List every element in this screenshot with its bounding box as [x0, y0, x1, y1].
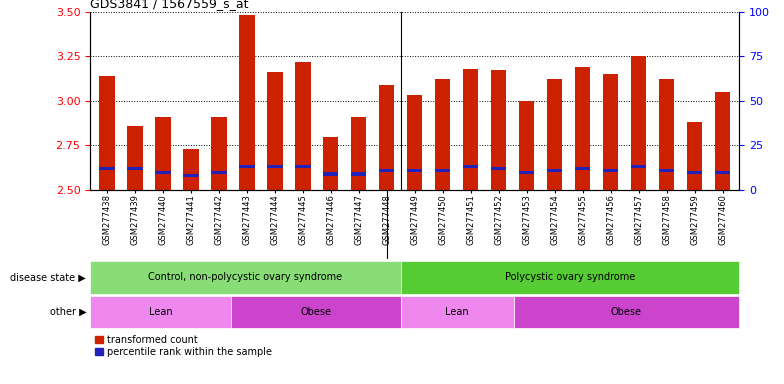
Bar — [183, 149, 198, 190]
Bar — [435, 79, 451, 190]
Bar — [401, 296, 514, 328]
Bar — [603, 169, 619, 172]
Bar — [90, 261, 401, 294]
Bar — [435, 169, 451, 172]
Bar — [351, 117, 366, 190]
Bar — [407, 169, 423, 172]
Bar — [547, 169, 562, 172]
Bar — [687, 122, 702, 190]
Bar — [239, 15, 255, 190]
Legend: transformed count, percentile rank within the sample: transformed count, percentile rank withi… — [95, 335, 272, 357]
Bar — [90, 296, 231, 328]
Bar — [659, 169, 674, 172]
Bar — [687, 170, 702, 174]
Bar — [659, 79, 674, 190]
Text: Lean: Lean — [445, 307, 469, 317]
Text: disease state ▶: disease state ▶ — [10, 272, 86, 283]
Bar — [715, 170, 730, 174]
Bar — [211, 170, 227, 174]
Bar — [519, 101, 535, 190]
Bar — [407, 96, 423, 190]
Bar — [401, 261, 739, 294]
Bar — [575, 67, 590, 190]
Bar — [100, 167, 114, 170]
Bar — [715, 92, 730, 190]
Bar — [575, 167, 590, 170]
Text: Obese: Obese — [611, 307, 642, 317]
Text: Control, non-polycystic ovary syndrome: Control, non-polycystic ovary syndrome — [148, 272, 343, 283]
Bar — [631, 56, 646, 190]
Bar — [519, 170, 535, 174]
Bar — [491, 70, 506, 190]
Bar — [211, 117, 227, 190]
Bar — [351, 172, 366, 175]
Bar — [183, 174, 198, 177]
Bar — [514, 296, 739, 328]
Text: Obese: Obese — [300, 307, 332, 317]
Bar — [463, 165, 478, 169]
Bar — [100, 76, 114, 190]
Bar — [231, 296, 401, 328]
Bar — [547, 79, 562, 190]
Bar — [155, 170, 171, 174]
Text: GDS3841 / 1567559_s_at: GDS3841 / 1567559_s_at — [90, 0, 249, 10]
Bar — [463, 69, 478, 190]
Bar — [631, 165, 646, 169]
Text: Polycystic ovary syndrome: Polycystic ovary syndrome — [505, 272, 635, 283]
Bar — [491, 167, 506, 170]
Bar — [267, 165, 282, 169]
Bar — [239, 165, 255, 169]
Bar — [295, 61, 310, 190]
Bar — [323, 137, 339, 190]
Bar — [155, 117, 171, 190]
Bar — [323, 172, 339, 175]
Text: Lean: Lean — [149, 307, 172, 317]
Bar — [603, 74, 619, 190]
Bar — [379, 85, 394, 190]
Bar — [379, 169, 394, 172]
Bar — [127, 126, 143, 190]
Text: other ▶: other ▶ — [49, 307, 86, 317]
Bar — [295, 165, 310, 169]
Bar — [267, 72, 282, 190]
Bar — [127, 167, 143, 170]
